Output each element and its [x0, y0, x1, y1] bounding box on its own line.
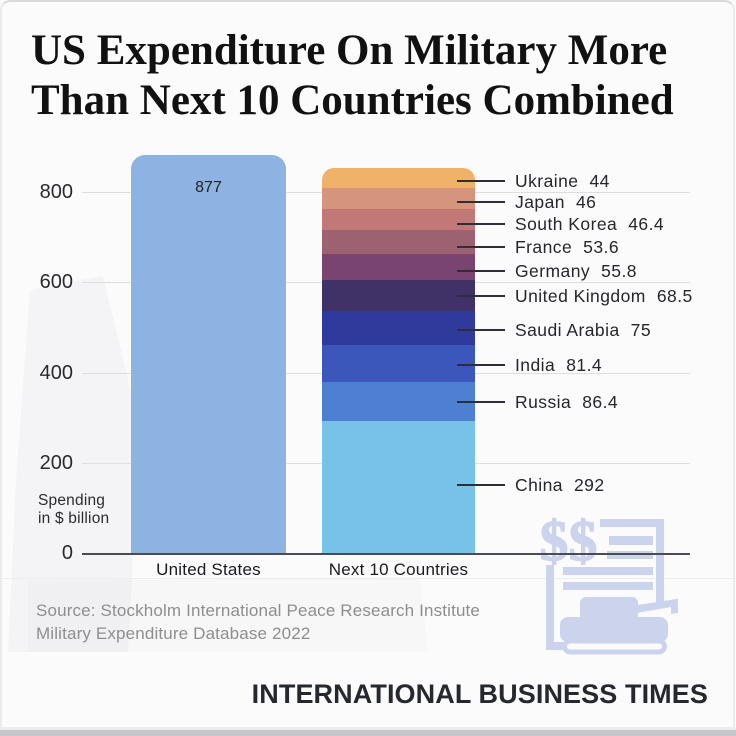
svg-text:$: $	[540, 510, 568, 573]
svg-text:$: $	[569, 510, 598, 573]
